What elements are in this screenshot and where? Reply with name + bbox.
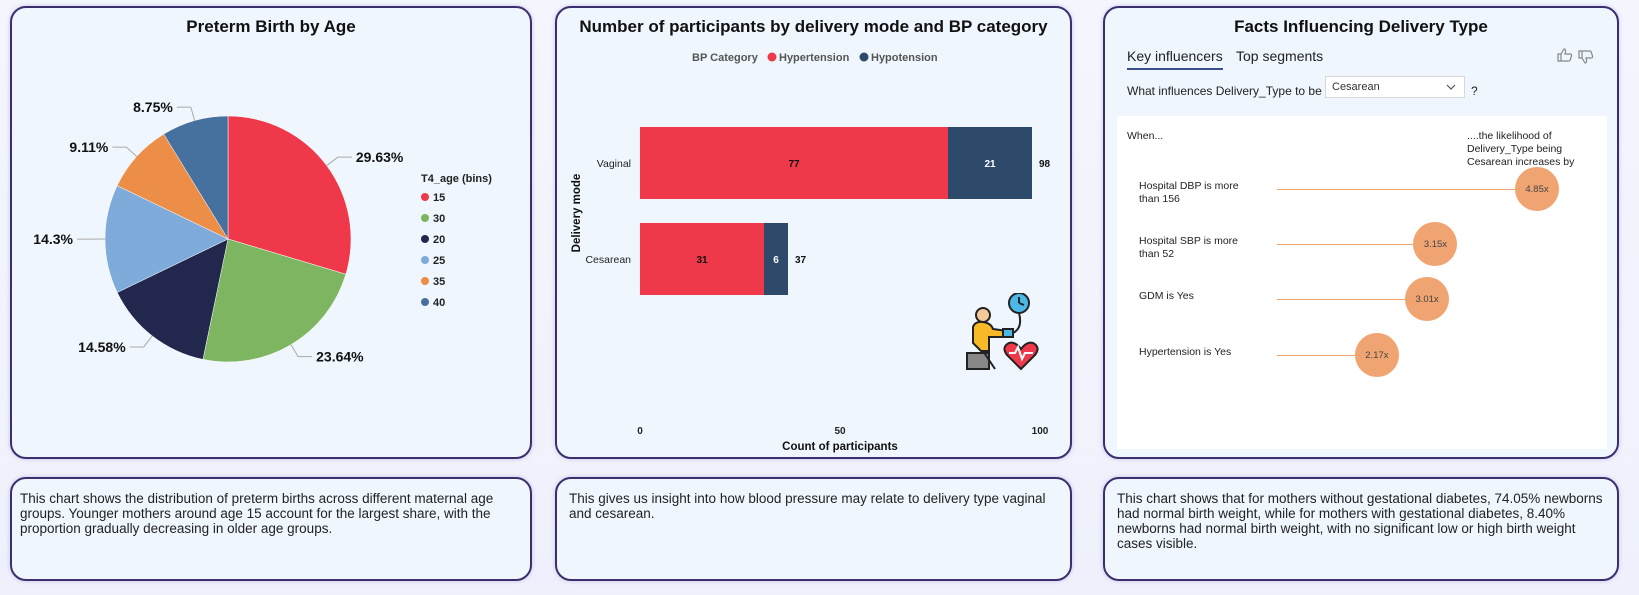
delivery-type-select[interactable]: Cesarean xyxy=(1325,76,1465,98)
pie-legend-swatch xyxy=(421,214,429,222)
pie-legend-title: T4_age (bins) xyxy=(421,173,492,185)
pie-leader-line xyxy=(290,344,313,358)
pie-legend-label[interactable]: 30 xyxy=(433,213,445,225)
bar-segment-hypotension-cesarean[interactable] xyxy=(764,223,788,295)
bar-segment-hypertension-cesarean[interactable] xyxy=(640,223,764,295)
pie-legend-swatch xyxy=(421,256,429,264)
bar-segment-hypertension-vaginal[interactable] xyxy=(640,127,948,199)
pie-slice-30[interactable] xyxy=(202,238,347,363)
bar-x-tick: 100 xyxy=(1032,426,1049,437)
bar-legend-label[interactable]: Hypertension xyxy=(779,52,850,64)
influencer-row-bubble[interactable]: 3.01x xyxy=(1405,277,1450,321)
influencer-card: Facts Influencing Delivery Type Key infl… xyxy=(1103,6,1619,459)
influencer-row-arrow xyxy=(1277,244,1414,245)
pie-slice-15[interactable] xyxy=(227,115,352,275)
pie-legend-swatch xyxy=(421,298,429,306)
pie-data-label: 29.63% xyxy=(356,149,404,165)
bar-total-label: 98 xyxy=(1039,159,1051,170)
bar-y-axis-label: Delivery mode xyxy=(571,174,583,253)
influencer-row-arrow xyxy=(1277,189,1515,190)
pie-data-label: 14.3% xyxy=(33,231,73,247)
blood-pressure-patient-icon xyxy=(966,293,1039,371)
bar-data-label: 6 xyxy=(773,255,779,266)
bar-note-card: This gives us insight into how blood pre… xyxy=(555,477,1072,581)
pie-leader-line xyxy=(112,146,138,157)
bar-x-tick: 0 xyxy=(637,426,643,437)
bar-data-label: 31 xyxy=(696,255,708,266)
pie-slice-25[interactable] xyxy=(104,185,229,293)
pie-legend-label[interactable]: 15 xyxy=(433,192,445,204)
pie-legend-label[interactable]: 20 xyxy=(433,234,445,246)
pie-note-text: This chart shows the distribution of pre… xyxy=(20,491,494,536)
pie-legend-label[interactable]: 40 xyxy=(433,297,445,309)
bar-segment-hypotension-vaginal[interactable] xyxy=(948,127,1032,199)
pie-legend-label[interactable]: 35 xyxy=(433,276,445,288)
influencer-card-title: Facts Influencing Delivery Type xyxy=(1234,17,1488,36)
influencer-panel: When... ....the likelihood of Delivery_T… xyxy=(1117,116,1607,449)
pie-note-card: This chart shows the distribution of pre… xyxy=(10,477,532,581)
pie-legend-swatch xyxy=(421,235,429,243)
bar-data-label: 77 xyxy=(788,159,800,170)
pie-data-label: 8.75% xyxy=(133,99,173,115)
bar-category-label: Cesarean xyxy=(585,254,631,266)
influencer-row-arrow xyxy=(1277,299,1406,300)
thumbs-down-icon[interactable] xyxy=(1578,50,1594,64)
pie-legend-swatch xyxy=(421,193,429,201)
tab-key-influencers[interactable]: Key influencers xyxy=(1127,48,1223,70)
chevron-down-icon xyxy=(1446,84,1456,90)
influencer-note-card: This chart shows that for mothers withou… xyxy=(1103,477,1619,581)
bar-data-label: 21 xyxy=(984,159,996,170)
bar-legend-label[interactable]: Hypotension xyxy=(871,52,938,64)
col-likelihood-label: ....the likelihood of Delivery_Type bein… xyxy=(1467,130,1575,168)
bar-card: Number of participants by delivery mode … xyxy=(555,6,1072,459)
influencer-row-arrow xyxy=(1277,355,1355,356)
influencer-row-label[interactable]: Hypertension is Yes xyxy=(1139,346,1232,358)
delivery-type-select-value: Cesarean xyxy=(1332,81,1380,93)
thumbs-up-icon[interactable] xyxy=(1557,48,1573,62)
tab-top-segments[interactable]: Top segments xyxy=(1236,48,1324,64)
pie-leader-line xyxy=(176,106,196,121)
bar-legend-swatch xyxy=(859,52,869,62)
bar-total-label: 37 xyxy=(795,255,807,266)
pie-legend-swatch xyxy=(421,277,429,285)
pie-chart[interactable]: 29.63% 23.64% 14.58% 14.3% 9.11% 8.75% T4_age … xyxy=(12,36,530,456)
col-when-label: When... xyxy=(1127,130,1164,142)
influencer-row-bubble[interactable]: 4.85x xyxy=(1515,167,1559,211)
influencer-row-bubble[interactable]: 2.17x xyxy=(1354,333,1399,377)
influencer-row-label[interactable]: GDM is Yes xyxy=(1139,290,1194,302)
influencer-note-text: This chart shows that for mothers withou… xyxy=(1117,491,1603,551)
influencer-question-suffix: ? xyxy=(1471,84,1478,98)
pie-data-label: 14.58% xyxy=(78,339,126,355)
bar-x-axis-label: Count of participants xyxy=(782,441,898,453)
pie-card-title: Preterm Birth by Age xyxy=(186,17,356,36)
pie-slice-20[interactable] xyxy=(116,238,229,360)
bar-card-title: Number of participants by delivery mode … xyxy=(579,17,1048,36)
pie-data-label: 9.11% xyxy=(69,139,108,155)
bar-category-label: Vaginal xyxy=(597,158,631,170)
pie-card: Preterm Birth by Age 29.63% 23.64% 14.58% 1… xyxy=(10,6,532,459)
bar-note-text: This gives us insight into how blood pre… xyxy=(569,491,1046,521)
influencer-question-prefix: What influences Delivery_Type to be xyxy=(1127,84,1322,98)
influencer-row-label[interactable]: Hospital SBP is more than 52 xyxy=(1139,235,1239,260)
bar-legend-title: BP Category xyxy=(692,52,759,64)
bar-legend-swatch xyxy=(767,52,777,62)
pie-legend-label[interactable]: 25 xyxy=(433,255,445,267)
pie-data-label: 23.64% xyxy=(316,349,364,365)
pie-leader-line xyxy=(326,156,352,166)
influencer-row-bubble[interactable]: 3.15x xyxy=(1413,222,1458,266)
influencer-row-label[interactable]: Hospital DBP is more than 156 xyxy=(1139,180,1239,205)
pie-leader-line xyxy=(129,335,153,348)
bar-x-tick: 50 xyxy=(834,426,846,437)
bar-chart[interactable]: BP Category Hypertension Hypotension Vagina… xyxy=(557,38,1070,458)
